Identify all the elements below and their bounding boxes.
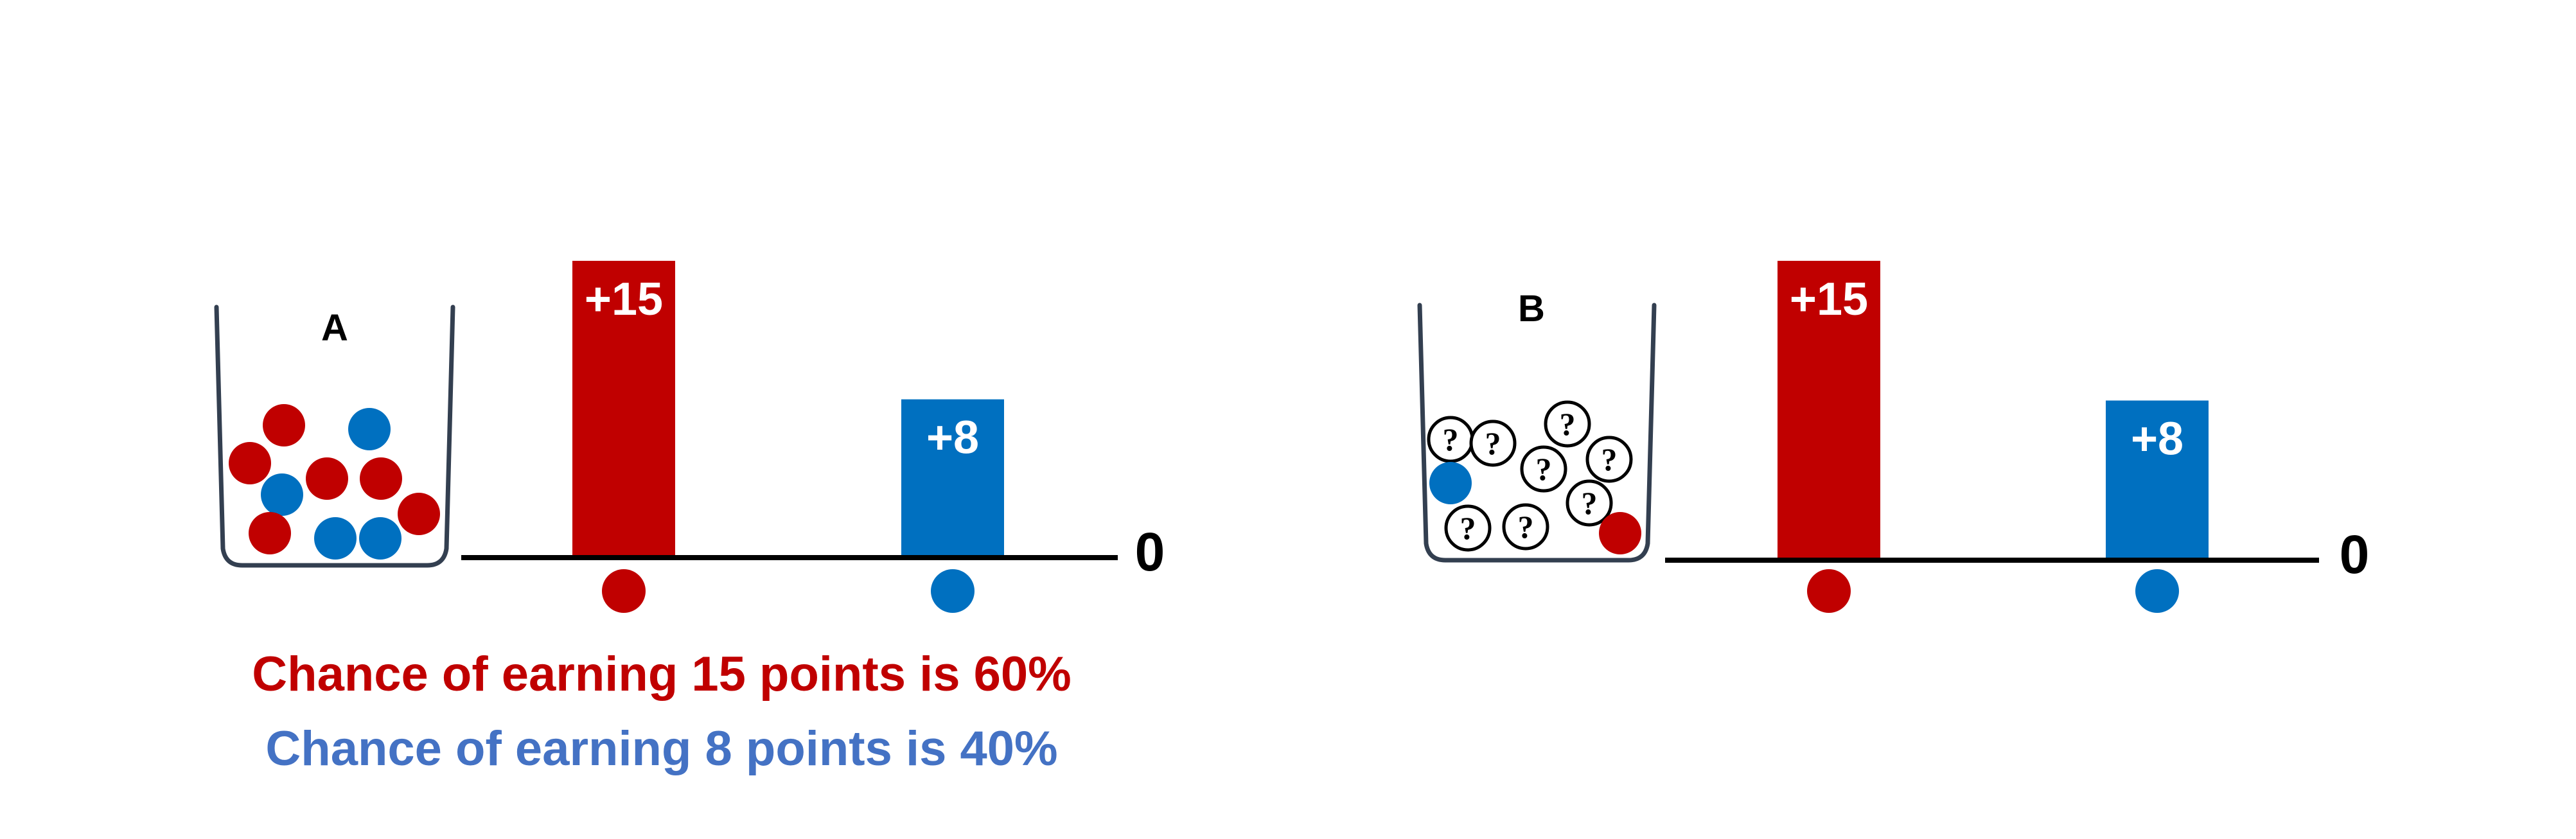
unknown-ball-mark: ? <box>1443 421 1459 457</box>
unknown-ball <box>1544 400 1591 448</box>
unknown-ball-mark: ? <box>1582 485 1598 521</box>
red-ball <box>398 493 440 535</box>
bar-value-label: +8 <box>2131 413 2183 464</box>
unknown-ball-mark: ? <box>1536 451 1552 487</box>
bar-blue <box>2106 400 2209 560</box>
blue-ball <box>261 473 303 516</box>
blue-ball <box>348 408 391 450</box>
bar-red <box>1778 261 1880 560</box>
red-ball <box>249 512 291 554</box>
caption-red-chance: Chance of earning 15 points is 60% <box>252 647 1072 702</box>
outcome-dot-red <box>602 569 646 613</box>
panel-b: B??????? ? +15 +8 0 <box>1417 261 2370 613</box>
unknown-ball-mark: ? <box>1460 510 1476 546</box>
red-ball <box>1599 512 1641 554</box>
outcome-dot-blue <box>931 569 975 613</box>
outcome-dot-blue <box>2135 569 2179 613</box>
blue-ball <box>1429 462 1472 504</box>
unknown-ball <box>1585 436 1633 483</box>
unknown-ball <box>1502 503 1549 551</box>
panel-a: A +15 +8 0 <box>214 261 1165 613</box>
zero-label: 0 <box>1135 522 1165 582</box>
bar-red <box>572 261 675 558</box>
urn-label: A <box>321 307 348 349</box>
red-ball <box>306 457 348 500</box>
unknown-ball <box>1566 479 1613 527</box>
unknown-ball-mark: ? <box>1560 406 1576 442</box>
unknown-ball <box>1520 445 1567 493</box>
bar-blue <box>901 399 1004 558</box>
red-ball <box>263 404 305 446</box>
unknown-ball-mark: ? <box>1601 441 1618 477</box>
unknown-ball <box>1444 504 1492 552</box>
bar-value-label: +15 <box>585 274 663 325</box>
urn-outline <box>1417 303 1657 563</box>
bar-value-label: +8 <box>926 412 979 464</box>
red-ball <box>360 457 402 500</box>
urn-outline <box>214 305 455 568</box>
blue-ball <box>359 517 401 560</box>
red-ball <box>229 442 271 484</box>
zero-label: 0 <box>2340 524 2370 585</box>
urn-label: B <box>1518 288 1545 330</box>
blue-ball <box>314 517 357 560</box>
bar-value-label: +15 <box>1790 274 1868 325</box>
unknown-ball-mark: ? <box>1518 509 1534 545</box>
caption-blue-chance: Chance of earning 8 points is 40% <box>265 721 1058 776</box>
unknown-ball-mark: ? <box>1485 425 1501 461</box>
outcome-dot-red <box>1807 569 1851 613</box>
unknown-ball <box>1469 420 1517 467</box>
